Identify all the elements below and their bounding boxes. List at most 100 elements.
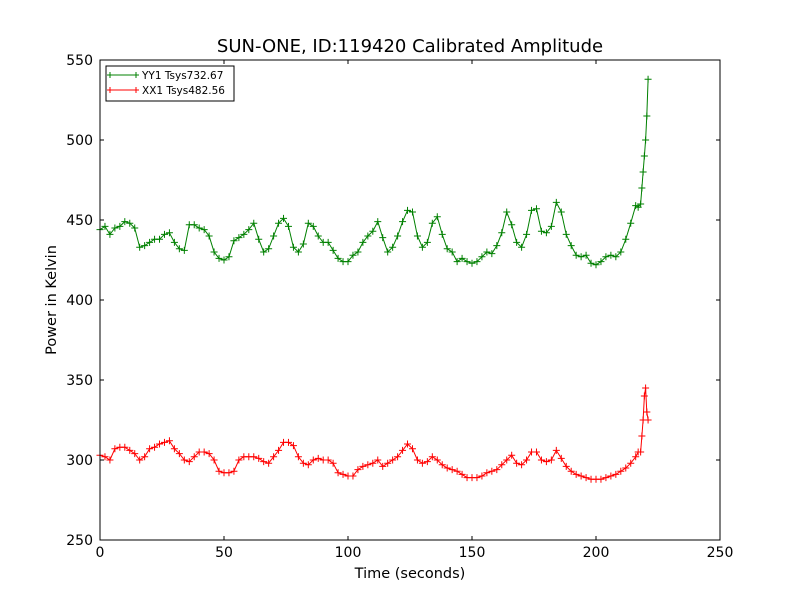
data-point [488,467,496,475]
data-point [270,232,278,240]
data-point [131,450,139,458]
data-point [567,242,575,250]
data-point [458,254,466,262]
data-point [255,235,263,243]
data-point [349,251,357,259]
data-point [567,467,575,475]
x-tick-label: 50 [215,545,233,561]
data-point [265,459,273,467]
data-point [617,467,625,475]
x-tick-label: 150 [459,545,486,561]
data-point [165,437,173,445]
data-point [284,222,292,230]
data-point [428,453,436,461]
data-point [592,261,600,269]
data-point [324,456,332,464]
data-point [304,219,312,227]
data-point [443,464,451,472]
data-point [602,474,610,482]
data-point [275,219,283,227]
data-point [329,459,337,467]
data-point [503,208,511,216]
data-point [106,230,114,238]
y-tick-label: 400 [66,293,93,309]
data-point [384,459,392,467]
data-point [121,443,129,451]
series-2 [96,384,652,483]
data-point [448,248,456,256]
data-point [180,456,188,464]
data-point [622,235,630,243]
data-point [379,462,387,470]
data-point [493,242,501,250]
data-point [195,224,203,232]
data-point [270,453,278,461]
y-tick-label: 350 [66,373,93,389]
data-point [597,475,605,483]
data-point [478,253,486,261]
legend-marker [107,87,113,93]
y-tick-label: 450 [66,213,93,229]
data-point [612,253,620,261]
data-point [423,458,431,466]
data-point [463,258,471,266]
legend-marker [107,72,113,78]
data-point [265,245,273,253]
data-point [537,227,545,235]
data-point [200,448,208,456]
data-point [175,245,183,253]
data-point [339,470,347,478]
data-point [418,243,426,251]
data-point [354,248,362,256]
data-point [304,461,312,469]
data-point [438,461,446,469]
data-point [294,453,302,461]
x-tick-label: 250 [707,545,734,561]
data-point [597,258,605,266]
data-point [200,226,208,234]
data-point [637,448,645,456]
data-point [260,458,268,466]
data-point [433,456,441,464]
y-tick-label: 550 [66,53,93,69]
y-axis-label: Power in Kelvin [44,245,60,355]
data-point [562,462,570,470]
data-point [294,248,302,256]
legend-box [105,65,235,102]
data-point [151,443,159,451]
data-point [369,459,377,467]
data-point [557,208,565,216]
data-point [542,229,550,237]
data-point [408,445,416,453]
data-point [617,248,625,256]
data-point [473,258,481,266]
data-point [473,474,481,482]
data-point [364,461,372,469]
data-point [111,445,119,453]
data-point [329,246,337,254]
data-point [638,184,646,192]
data-point [240,230,248,238]
data-point [518,461,526,469]
data-point [165,229,173,237]
legend-label: YY1 Tsys732.67 [141,70,223,82]
data-point [537,456,545,464]
data-point [557,454,565,462]
data-point [394,232,402,240]
data-point [602,253,610,261]
data-point [562,230,570,238]
data-point [399,218,407,226]
data-point [644,416,652,424]
legend-label: XX1 Tsys482.56 [142,85,225,97]
data-point [324,238,332,246]
data-point [141,453,149,461]
data-point [582,251,590,259]
data-point [508,221,516,229]
data-point [577,472,585,480]
data-point [121,218,129,226]
data-point [493,466,501,474]
data-point [508,451,516,459]
data-point [146,445,154,453]
data-point [632,453,640,461]
